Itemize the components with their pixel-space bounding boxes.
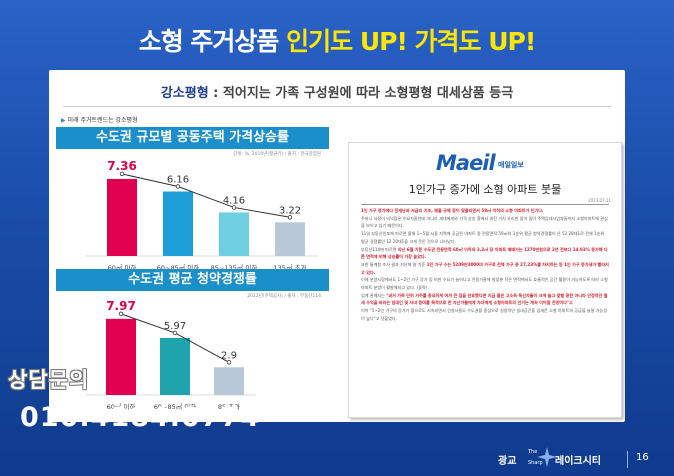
article-date: 2013.07.11 bbox=[588, 198, 611, 203]
chart-value-label: 7.36 bbox=[107, 159, 137, 173]
chart-bar bbox=[214, 367, 244, 395]
article-highlight: "과거 가족 단위 거주를 중요하게 여겨 큰 집을 선호했다면 지금 젊은 고… bbox=[361, 292, 608, 306]
chart-source: 2012년(주택공사) / 출처 : 부동산114 bbox=[247, 294, 321, 299]
chart-price-growth: 수도권 규모별 공동주택 가격상승률 60㎡ 이하 60~85㎡ 이하 85~135… bbox=[56, 127, 329, 281]
section-label: ▶ 미래 주거트렌드는 강소평형 bbox=[61, 115, 138, 124]
chart-value-label: 6.16 bbox=[167, 175, 189, 186]
article-text: 또한 통계청 조사 결과 지난해 말 기준 bbox=[361, 261, 427, 267]
chart-plot-area: 60㎡ 이하 60~85㎡ 이하 85 초과 7.97 5.97 2.9 bbox=[86, 299, 256, 411]
subtitle-keyword: 강소평형 bbox=[160, 86, 209, 101]
brand-left: 광교 bbox=[498, 456, 517, 467]
chart-value-label: 5.97 bbox=[164, 321, 186, 332]
chart-plot-area: 60㎡ 이하 60~85㎡ 이하 85~135㎡ 이하 135㎡ 초과 7.36 6.16… bbox=[86, 159, 318, 272]
newspaper-clipping: Maeil 매일일보 1인가구 증가에 소형 아파트 붓물 2013.07.11… bbox=[348, 142, 622, 418]
chart-point bbox=[172, 330, 178, 336]
footer-separator bbox=[627, 451, 628, 468]
chart-category-label: 135㎡ 초과 bbox=[274, 263, 307, 272]
chart-bar bbox=[106, 318, 136, 395]
article-paragraph: 주머니 사정이 넉넉잖은 수요자들한테 아니라 세대에게와 가격 상승 흥에서 … bbox=[361, 215, 608, 229]
panel-subtitle: 강소평형 : 적어지는 가족 구성원에 따라 소형평형 대세상품 등극 bbox=[49, 82, 625, 101]
article-paragraph: 업계 관계자는 "과거 가족 단위 거주를 중요하게 여겨 큰 집을 선호했다면… bbox=[361, 292, 609, 307]
chart-source: 단위: %, 2010년(평균기) / 출처 : 한국감정원 bbox=[233, 152, 321, 157]
article-paragraph: 11일 부동산인포에 따르면 올해 1~5월 서울 지역에 공급된 아파트 중 … bbox=[361, 231, 605, 244]
chart-value-label: 7.97 bbox=[106, 299, 136, 313]
section-label-text: 미래 주거트렌드는 강소평형 bbox=[67, 117, 138, 124]
chart-bar bbox=[275, 222, 305, 256]
chart-value-label: 2.9 bbox=[221, 350, 237, 361]
article-paragraph: 부동산114에 따르면 지난 6월 기준 수도권 전용면적 60㎡ 이하의 3.… bbox=[361, 246, 609, 261]
article-paragraph: 또한 통계청 조사 결과 지난해 말 기준 1인 가구 수는 5209만3000… bbox=[361, 261, 609, 276]
subtitle-text: : 적어지는 가족 구성원에 따라 소형평형 대세상품 등극 bbox=[208, 86, 514, 101]
page-number: 16 bbox=[636, 452, 649, 463]
headline-part1: 소형 주거상품 bbox=[138, 27, 287, 56]
chart-category-label: 60㎡ 이하 bbox=[108, 263, 137, 272]
article-body: 1인 가구 증가에다 전세난과 저금리 기조, 매출 규제 등이 맞물리면서 5… bbox=[361, 207, 609, 323]
brand-sharp: Sharp bbox=[528, 460, 543, 466]
article-text: 업계 관계자는 bbox=[361, 292, 387, 298]
chart-point bbox=[119, 171, 125, 177]
brand-right: 레이크시티 bbox=[555, 456, 601, 467]
chart-subscription-rate: 수도권 평균 청약경쟁률 60㎡ 이하 60~85㎡ 이하 85 초과 7.97 5.9… bbox=[56, 269, 329, 419]
article-divider bbox=[361, 204, 609, 205]
chart-point bbox=[231, 205, 237, 210]
article-highlight: 지난 6월 기준 수도권 전용면적 60㎡ 이하의 3.3㎡ 당 아파트 매매가… bbox=[361, 246, 608, 260]
headline-part2: 인기도 UP! 가격도 UP! bbox=[286, 27, 536, 56]
phone-number[interactable]: 010.4184.0774 bbox=[20, 402, 261, 433]
article-paragraph: 이에 분양시장에서도 1~2인 가구 증가 등 비싼 수요가 늘어나고 전용가율… bbox=[361, 277, 608, 291]
article-title: 1인가구 증가에 소형 아파트 붓물 bbox=[408, 183, 562, 196]
chart-bar bbox=[160, 337, 190, 395]
chart-bar bbox=[107, 178, 137, 256]
triangle-bullet-icon: ▶ bbox=[61, 117, 66, 124]
consult-label: 상담문의 bbox=[8, 368, 90, 392]
star-cross-icon bbox=[537, 447, 557, 467]
article-highlight: 1인 가구 수는 5209만3000여 가구로 전체 가구 중 27.23%를 … bbox=[361, 261, 609, 275]
chart-category-label: 85 초과 bbox=[218, 402, 240, 411]
chart-point bbox=[118, 311, 124, 317]
page-headline: 소형 주거상품 인기도 UP! 가격도 UP! bbox=[0, 22, 674, 58]
chart-point bbox=[226, 360, 232, 365]
chart-point bbox=[287, 215, 293, 220]
chart-title: 수도권 평균 청약경쟁률 bbox=[56, 269, 329, 291]
article-paragraph: 이어 "1~2인 가구의 증가가 많으로도 지속되면서 건설사들도 수도권을 중… bbox=[361, 308, 608, 321]
article-text: 부동산114에 따르면 bbox=[361, 246, 398, 252]
chart-category-label: 60㎡ 이하 bbox=[107, 402, 136, 411]
article-paragraph: 1인 가구 증가에다 전세난과 저금리 기조, 매출 규제 등이 맞물리면서 5… bbox=[361, 207, 609, 215]
chart-bar bbox=[219, 212, 249, 256]
brand-the: The bbox=[528, 449, 538, 455]
logo-sub: 매일일보 bbox=[498, 161, 524, 169]
chart-point bbox=[175, 184, 181, 189]
chart-category-label: 85~135㎡ 이하 bbox=[211, 263, 258, 272]
chart-value-label: 4.16 bbox=[223, 195, 245, 206]
subtitle-divider bbox=[63, 106, 611, 107]
chart-trend-line bbox=[121, 173, 291, 218]
article-highlight: 1인 가구 증가에다 전세난과 저금리 기조, 매출 규제 등이 맞물리면서 5… bbox=[361, 208, 544, 213]
content-panel: 강소평형 : 적어지는 가족 구성원에 따라 소형평형 대세상품 등극 ▶ 미래… bbox=[49, 70, 625, 422]
chart-category-label: 60~85㎡ 이하 bbox=[157, 263, 200, 272]
chart-title: 수도권 규모별 공동주택 가격상승률 bbox=[56, 127, 329, 149]
chart-value-label: 3.22 bbox=[279, 205, 301, 216]
logo-main: Maeil bbox=[436, 151, 496, 175]
newspaper-logo: Maeil 매일일보 bbox=[436, 151, 536, 177]
chart-category-label: 60~85㎡ 이하 bbox=[154, 402, 197, 411]
chart-bar bbox=[163, 191, 193, 256]
